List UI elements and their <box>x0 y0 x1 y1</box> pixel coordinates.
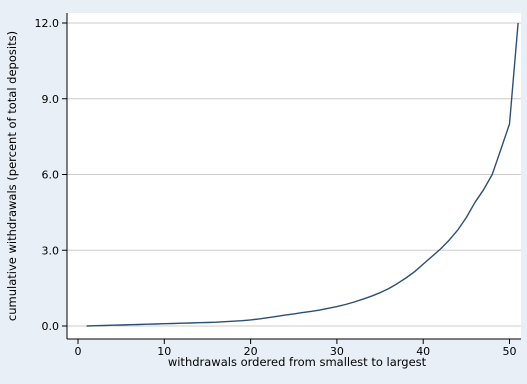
x-tick-label-4: 40 <box>416 345 430 358</box>
plot-background <box>67 13 521 339</box>
x-tick-label-2: 20 <box>244 345 258 358</box>
series-group <box>86 22 519 327</box>
series-line-0 <box>86 22 519 327</box>
x-axis-title: withdrawals ordered from smallest to lar… <box>168 355 427 369</box>
y-tick-label-3: 9.0 <box>42 93 60 106</box>
x-tick-label-1: 10 <box>157 345 171 358</box>
axes <box>66 13 521 340</box>
y-tick-label-0: 0.0 <box>42 320 60 333</box>
y-tick-label-1: 3.0 <box>42 244 60 257</box>
x-tick-label-0: 0 <box>75 345 82 358</box>
ticks: 0.0 3.0 6.0 9.0 12.0 0 10 20 30 40 50 <box>35 17 517 358</box>
y-axis-title: cumulative withdrawals (percent of total… <box>5 31 19 321</box>
y-tick-label-4: 12.0 <box>35 17 60 30</box>
x-tick-label-3: 30 <box>330 345 344 358</box>
y-tick-label-2: 6.0 <box>42 169 60 182</box>
x-tick-label-5: 50 <box>503 345 517 358</box>
gridlines <box>67 22 521 327</box>
